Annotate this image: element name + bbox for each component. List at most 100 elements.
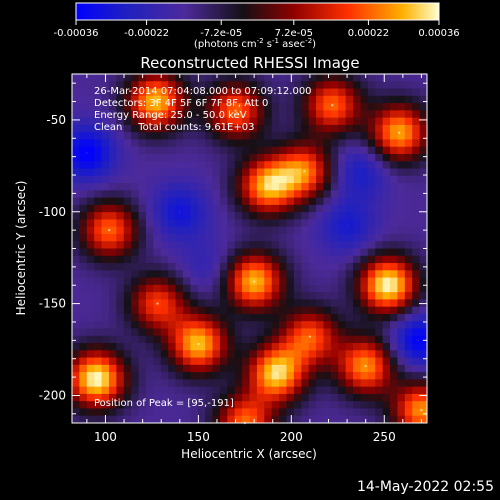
- heatmap-cell: [242, 117, 250, 126]
- heatmap-cell: [271, 248, 280, 257]
- heatmap-cell: [256, 74, 265, 82]
- heatmap-cell: [286, 299, 295, 308]
- heatmap-cell: [197, 299, 206, 308]
- heatmap-cell: [293, 248, 302, 257]
- heatmap-cell: [153, 124, 162, 133]
- heatmap-cell: [323, 132, 332, 140]
- heatmap-cell: [360, 190, 369, 198]
- heatmap-cell: [249, 248, 258, 257]
- heatmap-cell: [79, 226, 88, 235]
- heatmap-cell: [412, 386, 421, 395]
- bright-source: [156, 302, 159, 305]
- heatmap-cell: [256, 226, 265, 235]
- heatmap-cell: [145, 212, 154, 220]
- heatmap-cell: [382, 408, 391, 417]
- heatmap-cell: [101, 190, 110, 198]
- heatmap-cell: [168, 248, 176, 257]
- heatmap-cell: [338, 350, 347, 358]
- heatmap-cell: [264, 117, 273, 126]
- heatmap-cell: [419, 241, 428, 249]
- heatmap-cell: [367, 241, 376, 249]
- heatmap-cell: [168, 175, 176, 184]
- heatmap-cell: [212, 204, 221, 213]
- heatmap-cell: [219, 328, 228, 337]
- heatmap-cell: [190, 415, 199, 424]
- heatmap-cell: [323, 401, 332, 409]
- heatmap-cell: [175, 408, 184, 417]
- heatmap-cell: [116, 226, 125, 235]
- heatmap-cell: [249, 255, 258, 264]
- heatmap-cell: [345, 393, 354, 402]
- heatmap-cell: [123, 277, 132, 286]
- heatmap-cell: [345, 284, 354, 293]
- heatmap-cell: [116, 153, 125, 162]
- heatmap-cell: [131, 74, 139, 82]
- heatmap-cell: [330, 372, 339, 380]
- heatmap-cell: [145, 153, 154, 162]
- heatmap-cell: [168, 132, 176, 140]
- heatmap-cell: [197, 350, 206, 358]
- heatmap-cell: [345, 153, 354, 162]
- heatmap-cell: [390, 313, 398, 322]
- heatmap-cell: [72, 386, 80, 395]
- heatmap-cell: [419, 175, 428, 184]
- heatmap-cell: [323, 74, 332, 82]
- heatmap-cell: [79, 313, 88, 322]
- heatmap-cell: [390, 153, 398, 162]
- heatmap-cell: [227, 372, 236, 380]
- heatmap-cell: [190, 74, 199, 82]
- dark-source: [345, 225, 349, 228]
- heatmap-cell: [367, 263, 376, 271]
- heatmap-cell: [190, 175, 199, 184]
- heatmap-cell: [131, 132, 139, 140]
- heatmap-cell: [412, 343, 421, 351]
- heatmap-cell: [323, 95, 332, 104]
- heatmap-cell: [101, 146, 110, 155]
- heatmap-cell: [116, 219, 125, 228]
- heatmap-cell: [360, 103, 369, 111]
- heatmap-cell: [72, 132, 80, 140]
- heatmap-cell: [138, 124, 147, 133]
- heatmap-cell: [308, 357, 317, 366]
- heatmap-cell: [367, 393, 376, 402]
- heatmap-cell: [227, 306, 236, 315]
- heatmap-cell: [138, 263, 147, 271]
- heatmap-cell: [279, 212, 287, 220]
- heatmap-cell: [212, 139, 221, 148]
- heatmap-cell: [256, 357, 265, 366]
- heatmap-cell: [323, 190, 332, 198]
- heatmap-cell: [367, 270, 376, 278]
- heatmap-cell: [316, 241, 324, 249]
- heatmap-cell: [145, 277, 154, 286]
- heatmap-cell: [264, 277, 273, 286]
- heatmap-cell: [419, 146, 428, 155]
- bright-source: [154, 100, 157, 103]
- heatmap-cell: [138, 190, 147, 198]
- heatmap-cell: [375, 212, 384, 220]
- heatmap-cell: [286, 248, 295, 257]
- heatmap-cell: [94, 124, 102, 133]
- heatmap-cell: [101, 139, 110, 148]
- heatmap-cell: [375, 233, 384, 242]
- heatmap-cell: [286, 241, 295, 249]
- heatmap-cell: [419, 335, 428, 344]
- heatmap-cell: [256, 88, 265, 97]
- heatmap-cell: [145, 263, 154, 271]
- heatmap-cell: [234, 379, 243, 388]
- heatmap-cell: [219, 415, 228, 424]
- heatmap-cell: [94, 277, 102, 286]
- heatmap-cell: [234, 153, 243, 162]
- heatmap-cell: [301, 335, 310, 344]
- heatmap-cell: [301, 95, 310, 104]
- heatmap-cell: [108, 241, 117, 249]
- heatmap-cell: [404, 372, 413, 380]
- heatmap-cell: [242, 204, 250, 213]
- heatmap-cell: [86, 415, 95, 424]
- heatmap-cell: [168, 168, 176, 177]
- heatmap-cell: [116, 103, 125, 111]
- heatmap-cell: [404, 212, 413, 220]
- heatmap-cell: [182, 204, 191, 213]
- heatmap-cell: [308, 386, 317, 395]
- heatmap-cell: [175, 124, 184, 133]
- heatmap-cell: [138, 146, 147, 155]
